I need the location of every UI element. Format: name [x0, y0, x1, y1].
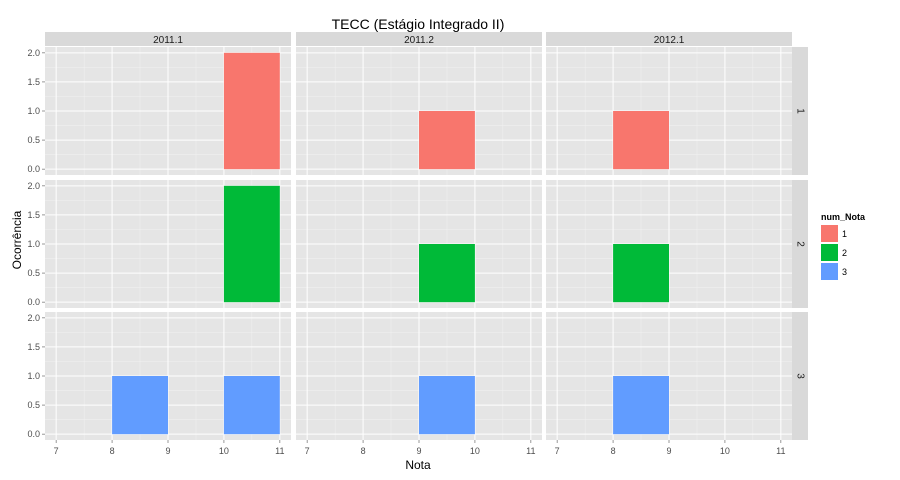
legend-swatch [821, 244, 838, 261]
bar [419, 111, 475, 170]
x-tick-label: 7 [54, 446, 59, 456]
row-strip-label: 3 [794, 373, 805, 379]
y-tick-label: 0.5 [27, 400, 40, 410]
legend-label: 2 [842, 248, 847, 258]
x-tick-label: 10 [219, 446, 229, 456]
y-tick-label: 1.5 [27, 342, 40, 352]
row-strip [792, 180, 808, 308]
column-strip-label: 2011.1 [153, 35, 183, 46]
column-strip [45, 32, 291, 46]
row-strip [792, 312, 808, 440]
x-tick-label: 9 [416, 446, 421, 456]
bar [419, 244, 475, 303]
row-strip [792, 47, 808, 175]
x-axis-title: Nota [405, 458, 431, 472]
bar [223, 185, 280, 303]
y-tick-label: 2.0 [27, 181, 40, 191]
y-tick-label: 0.5 [27, 135, 40, 145]
x-tick-label: 8 [361, 446, 366, 456]
facet-panels: 2011.1 2011.2 2012.1 1 2 3 0.0 0.5 1.0 1.5 2.0 0.0 0… [27, 32, 808, 456]
x-tick-label: 10 [720, 446, 730, 456]
column-strip-label: 2011.2 [404, 35, 434, 46]
bar [613, 244, 669, 303]
x-tick-label: 8 [110, 446, 115, 456]
x-tick-label: 8 [611, 446, 616, 456]
legend-swatch [821, 225, 838, 242]
bar [613, 376, 669, 435]
y-tick-label: 1.5 [27, 210, 40, 220]
x-tick-label: 7 [305, 446, 310, 456]
x-tick-label: 9 [666, 446, 671, 456]
y-axis-title: Ocorrência [10, 210, 24, 269]
x-tick-label: 11 [275, 446, 284, 456]
y-tick-label: 0.0 [27, 429, 40, 439]
y-tick-label: 1.0 [27, 371, 40, 381]
column-strip [296, 32, 542, 46]
y-tick-label: 1.0 [27, 106, 40, 116]
column-strip-label: 2012.1 [654, 35, 685, 46]
y-tick-label: 0.0 [27, 297, 40, 307]
bar [223, 376, 280, 435]
bar [112, 376, 168, 435]
row-strip-label: 1 [794, 108, 805, 114]
bar [419, 376, 475, 435]
y-tick-label: 1.5 [27, 77, 40, 87]
legend-swatch [821, 263, 838, 280]
x-tick-label: 10 [470, 446, 480, 456]
x-tick-label: 7 [555, 446, 560, 456]
legend: num_Nota 1 2 3 [821, 212, 866, 280]
y-tick-label: 0.5 [27, 268, 40, 278]
bar [223, 52, 280, 170]
legend-label: 1 [842, 229, 847, 239]
x-tick-label: 11 [526, 446, 535, 456]
bar [613, 111, 669, 170]
y-tick-label: 2.0 [27, 313, 40, 323]
x-tick-label: 11 [776, 446, 785, 456]
legend-label: 3 [842, 267, 847, 277]
y-tick-label: 2.0 [27, 48, 40, 58]
legend-title: num_Nota [821, 212, 866, 222]
y-tick-label: 1.0 [27, 239, 40, 249]
row-strip-label: 2 [794, 241, 805, 247]
x-tick-label: 9 [165, 446, 170, 456]
chart-title: TECC (Estágio Integrado II) [332, 16, 505, 32]
column-strip [546, 32, 792, 46]
y-tick-label: 0.0 [27, 164, 40, 174]
